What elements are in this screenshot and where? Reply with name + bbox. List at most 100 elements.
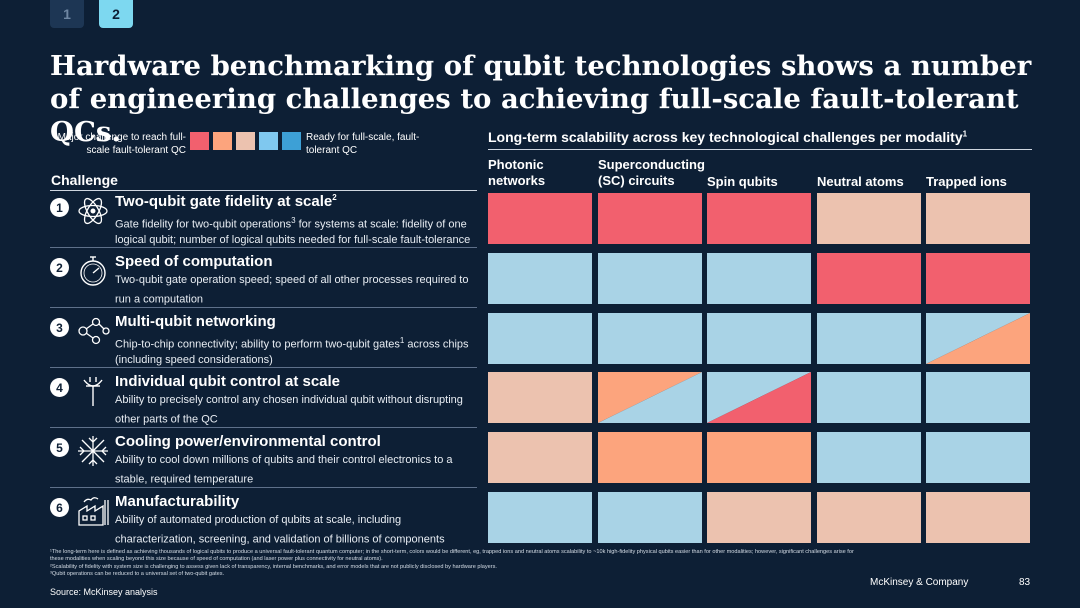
legend-swatch bbox=[213, 132, 232, 150]
grid-cell bbox=[598, 492, 702, 543]
grid-cell bbox=[817, 492, 921, 543]
row-divider bbox=[50, 247, 477, 248]
right-header-divider bbox=[488, 149, 1032, 150]
column-header: Trapped ions bbox=[926, 174, 1007, 189]
row-divider bbox=[50, 427, 477, 428]
challenge-header: Challenge bbox=[51, 172, 118, 188]
grid-cell bbox=[598, 313, 702, 364]
antenna-icon bbox=[83, 377, 103, 406]
cell-lower-triangle bbox=[707, 372, 811, 423]
grid-cell bbox=[926, 372, 1030, 423]
challenge-title: Two-qubit gate fidelity at scale2 bbox=[115, 193, 337, 210]
column-header-line1: Photonic bbox=[488, 157, 544, 172]
network-icon bbox=[78, 317, 110, 345]
grid-cell bbox=[488, 372, 592, 423]
page-number: 83 bbox=[1019, 577, 1031, 588]
challenge-row: 4 Individual qubit control at scale Abilit… bbox=[50, 373, 480, 431]
challenge-number: 2 bbox=[50, 258, 69, 277]
grid-cell bbox=[707, 432, 811, 483]
grid-cell bbox=[707, 193, 811, 244]
footnote-3: ³Qubit operations can be reduced to a un… bbox=[50, 571, 225, 577]
challenge-number: 4 bbox=[50, 378, 69, 397]
challenge-description: Two-qubit gate operation speed; speed of… bbox=[115, 274, 469, 306]
column-header: Spin qubits bbox=[707, 174, 778, 189]
challenge-description: Ability to precisely control any chosen … bbox=[115, 394, 463, 426]
source-note: Source: McKinsey analysis bbox=[50, 587, 158, 597]
grid-cell bbox=[926, 432, 1030, 483]
grid-cell bbox=[817, 372, 921, 423]
challenge-description: Chip-to-chip connectivity; ability to pe… bbox=[115, 336, 469, 366]
atom-icon bbox=[78, 197, 108, 225]
column-header: networks bbox=[488, 173, 546, 188]
grid-cell bbox=[926, 253, 1030, 304]
row-divider bbox=[50, 307, 477, 308]
grid-cell bbox=[817, 253, 921, 304]
grid-cell bbox=[488, 492, 592, 543]
legend-swatch bbox=[236, 132, 255, 150]
grid-cell bbox=[926, 492, 1030, 543]
header-divider bbox=[50, 190, 477, 191]
footnote-1-cont: these modalities when scaling beyond thi… bbox=[50, 556, 383, 562]
challenge-row: 5 Cooling power/environmental control Abil… bbox=[50, 433, 480, 491]
footnote-2: ²Scalability of fidelity with system siz… bbox=[50, 564, 497, 570]
cell-lower-triangle bbox=[926, 313, 1030, 364]
split-cell-graphic bbox=[598, 372, 702, 423]
grid-cell bbox=[598, 253, 702, 304]
challenge-row: 1 Two-qubit gate fidelity at scale2 Gate f… bbox=[50, 193, 480, 251]
challenge-number: 1 bbox=[50, 198, 69, 217]
stopwatch-icon bbox=[80, 256, 106, 286]
grid-cell bbox=[926, 313, 1030, 364]
page-title: Hardware benchmarking of qubit technolog… bbox=[50, 50, 1032, 148]
grid-cell bbox=[598, 193, 702, 244]
challenge-title: Multi-qubit networking bbox=[115, 313, 276, 330]
challenge-number: 3 bbox=[50, 318, 69, 337]
snowflake-icon bbox=[78, 436, 108, 466]
grid-cell bbox=[488, 193, 592, 244]
challenge-title: Manufacturability bbox=[115, 493, 240, 510]
legend-major-challenge-label: Major challenge to reach full-scale faul… bbox=[57, 132, 186, 156]
grid-cell bbox=[707, 313, 811, 364]
tab-1[interactable]: 1 bbox=[50, 0, 84, 28]
grid-cell bbox=[707, 492, 811, 543]
scalability-header: Long-term scalability across key technol… bbox=[488, 129, 968, 145]
challenge-row: 2 Speed of computation Two-qubit gate oper… bbox=[50, 253, 480, 311]
column-header-line1: Superconducting bbox=[598, 157, 705, 172]
column-header: Neutral atoms bbox=[817, 174, 904, 189]
column-header: (SC) circuits bbox=[598, 173, 675, 188]
row-divider bbox=[50, 367, 477, 368]
grid-cell bbox=[488, 432, 592, 483]
split-cell-graphic bbox=[707, 372, 811, 423]
challenge-description: Ability of automated production of qubit… bbox=[115, 514, 445, 546]
grid-cell bbox=[488, 313, 592, 364]
challenge-title: Speed of computation bbox=[115, 253, 273, 270]
legend-swatch bbox=[259, 132, 278, 150]
split-cell-graphic bbox=[926, 313, 1030, 364]
factory-icon bbox=[78, 497, 109, 526]
legend-color-scale bbox=[190, 132, 301, 150]
legend-swatch bbox=[282, 132, 301, 150]
challenge-number: 5 bbox=[50, 438, 69, 457]
challenge-row: 3 Multi-qubit networking Chip-to-chip conn… bbox=[50, 313, 480, 371]
grid-cell bbox=[488, 253, 592, 304]
challenge-description: Gate fidelity for two-qubit operations3 … bbox=[115, 216, 471, 246]
challenge-description: Ability to cool down millions of qubits … bbox=[115, 454, 453, 486]
grid-cell bbox=[926, 193, 1030, 244]
row-divider bbox=[50, 487, 477, 488]
challenge-title: Individual qubit control at scale bbox=[115, 373, 341, 390]
grid-cell bbox=[817, 193, 921, 244]
legend-ready-label: Ready for full-scale, fault-tolerant QC bbox=[306, 132, 420, 156]
grid-cell bbox=[707, 372, 811, 423]
challenge-row: 6 Manufacturability Ability of automated p… bbox=[50, 493, 480, 551]
challenge-title: Cooling power/environmental control bbox=[115, 433, 381, 450]
grid-cell bbox=[817, 313, 921, 364]
challenge-number: 6 bbox=[50, 498, 69, 517]
grid-cell bbox=[598, 432, 702, 483]
grid-cell bbox=[598, 372, 702, 423]
footnote-1: ¹The long-term here is defined as achiev… bbox=[50, 549, 854, 555]
cell-lower-triangle bbox=[598, 372, 702, 423]
grid-cell bbox=[707, 253, 811, 304]
grid-cell bbox=[817, 432, 921, 483]
tab-2[interactable]: 2 bbox=[99, 0, 133, 28]
legend-swatch bbox=[190, 132, 209, 150]
brand-name: McKinsey & Company bbox=[870, 577, 969, 588]
